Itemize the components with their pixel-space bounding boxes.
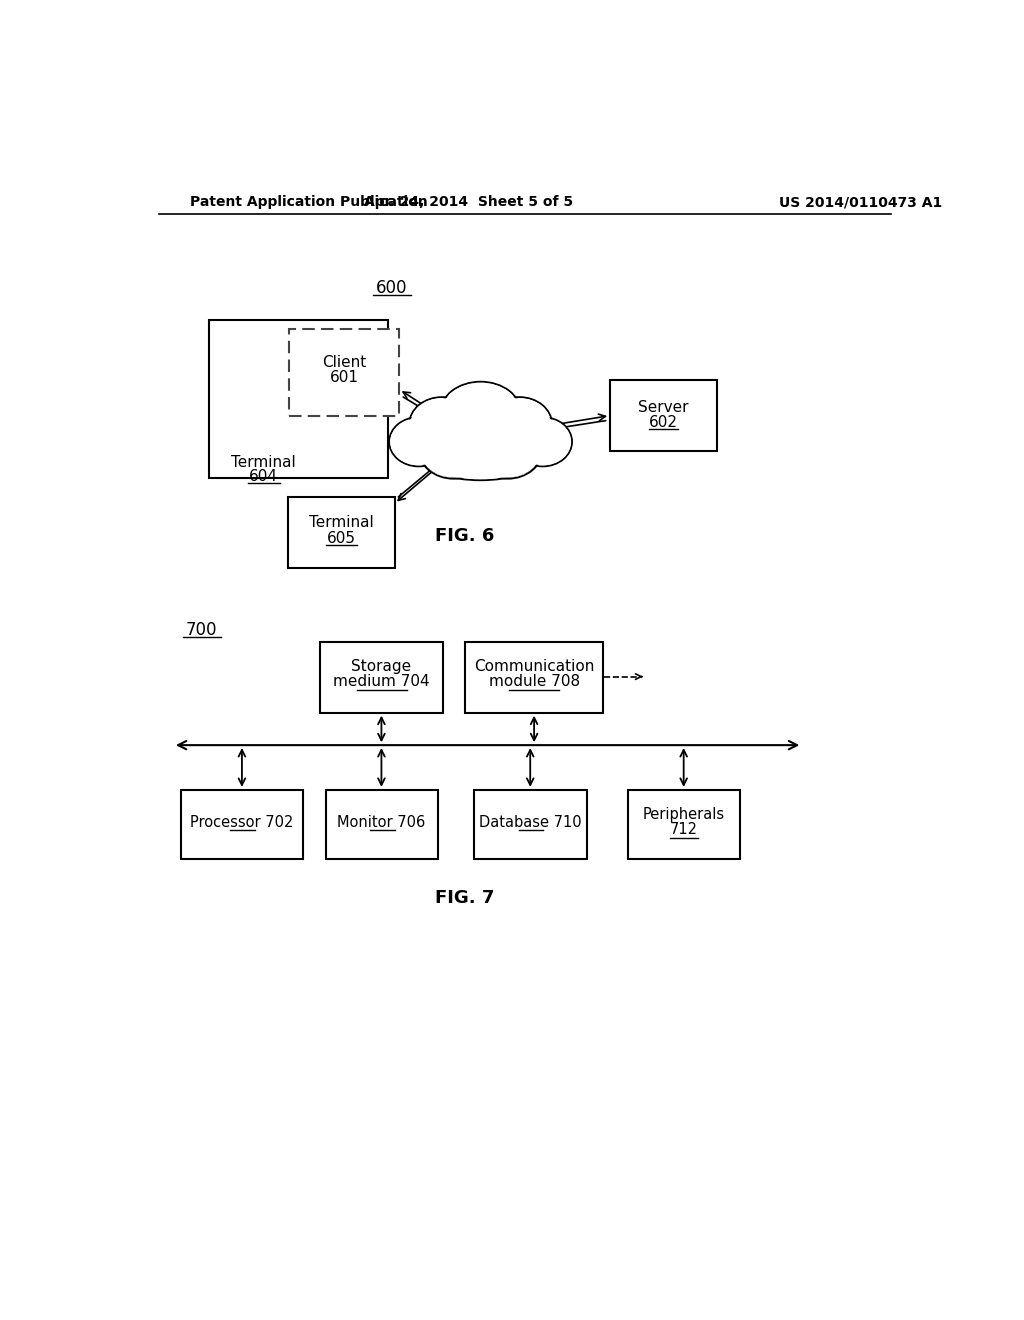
Bar [326, 789, 438, 859]
Ellipse shape [488, 399, 551, 450]
Text: Terminal: Terminal [309, 515, 374, 531]
Text: Storage: Storage [351, 659, 412, 675]
Text: Database 710: Database 710 [479, 814, 582, 830]
Text: 601: 601 [330, 371, 358, 385]
Text: Apr. 24, 2014  Sheet 5 of 5: Apr. 24, 2014 Sheet 5 of 5 [365, 195, 573, 210]
Text: Client: Client [323, 355, 367, 370]
Bar [465, 642, 603, 713]
Bar [610, 380, 717, 451]
Text: FIG. 7: FIG. 7 [435, 888, 495, 907]
Text: 712: 712 [670, 822, 697, 837]
Text: medium 704: medium 704 [333, 675, 430, 689]
Text: Patent Application Publication: Patent Application Publication [190, 195, 428, 210]
Text: US 2014/0110473 A1: US 2014/0110473 A1 [779, 195, 942, 210]
Ellipse shape [441, 383, 520, 442]
Bar [474, 789, 587, 859]
Ellipse shape [410, 397, 474, 451]
Ellipse shape [513, 417, 572, 466]
Bar [628, 789, 740, 859]
Ellipse shape [514, 418, 571, 465]
Text: 700: 700 [186, 622, 217, 639]
Ellipse shape [423, 437, 539, 480]
Ellipse shape [424, 438, 538, 479]
Text: 605: 605 [327, 531, 355, 545]
Ellipse shape [419, 420, 488, 479]
Bar [289, 330, 399, 416]
Text: module 708: module 708 [488, 675, 580, 689]
Ellipse shape [390, 418, 446, 465]
Text: Communication: Communication [474, 659, 594, 675]
Bar [209, 321, 388, 478]
Ellipse shape [440, 381, 521, 444]
Ellipse shape [486, 397, 552, 451]
Text: Processor 702: Processor 702 [190, 814, 294, 830]
Text: FIG. 6: FIG. 6 [435, 527, 495, 545]
Text: 603: 603 [466, 449, 496, 463]
Text: Peripherals: Peripherals [643, 807, 725, 822]
Ellipse shape [389, 417, 449, 466]
Text: 602: 602 [649, 414, 678, 430]
Ellipse shape [420, 421, 487, 478]
Text: Terminal: Terminal [231, 455, 296, 470]
Bar [288, 498, 394, 568]
Text: 604: 604 [249, 469, 279, 484]
Bar [180, 789, 303, 859]
Text: Monitor 706: Monitor 706 [337, 814, 426, 830]
Ellipse shape [473, 420, 543, 479]
Bar [321, 642, 442, 713]
Text: Cloud: Cloud [459, 434, 503, 449]
Ellipse shape [474, 421, 542, 478]
Text: 600: 600 [376, 279, 408, 297]
Text: Server: Server [638, 400, 689, 414]
Ellipse shape [411, 399, 473, 450]
